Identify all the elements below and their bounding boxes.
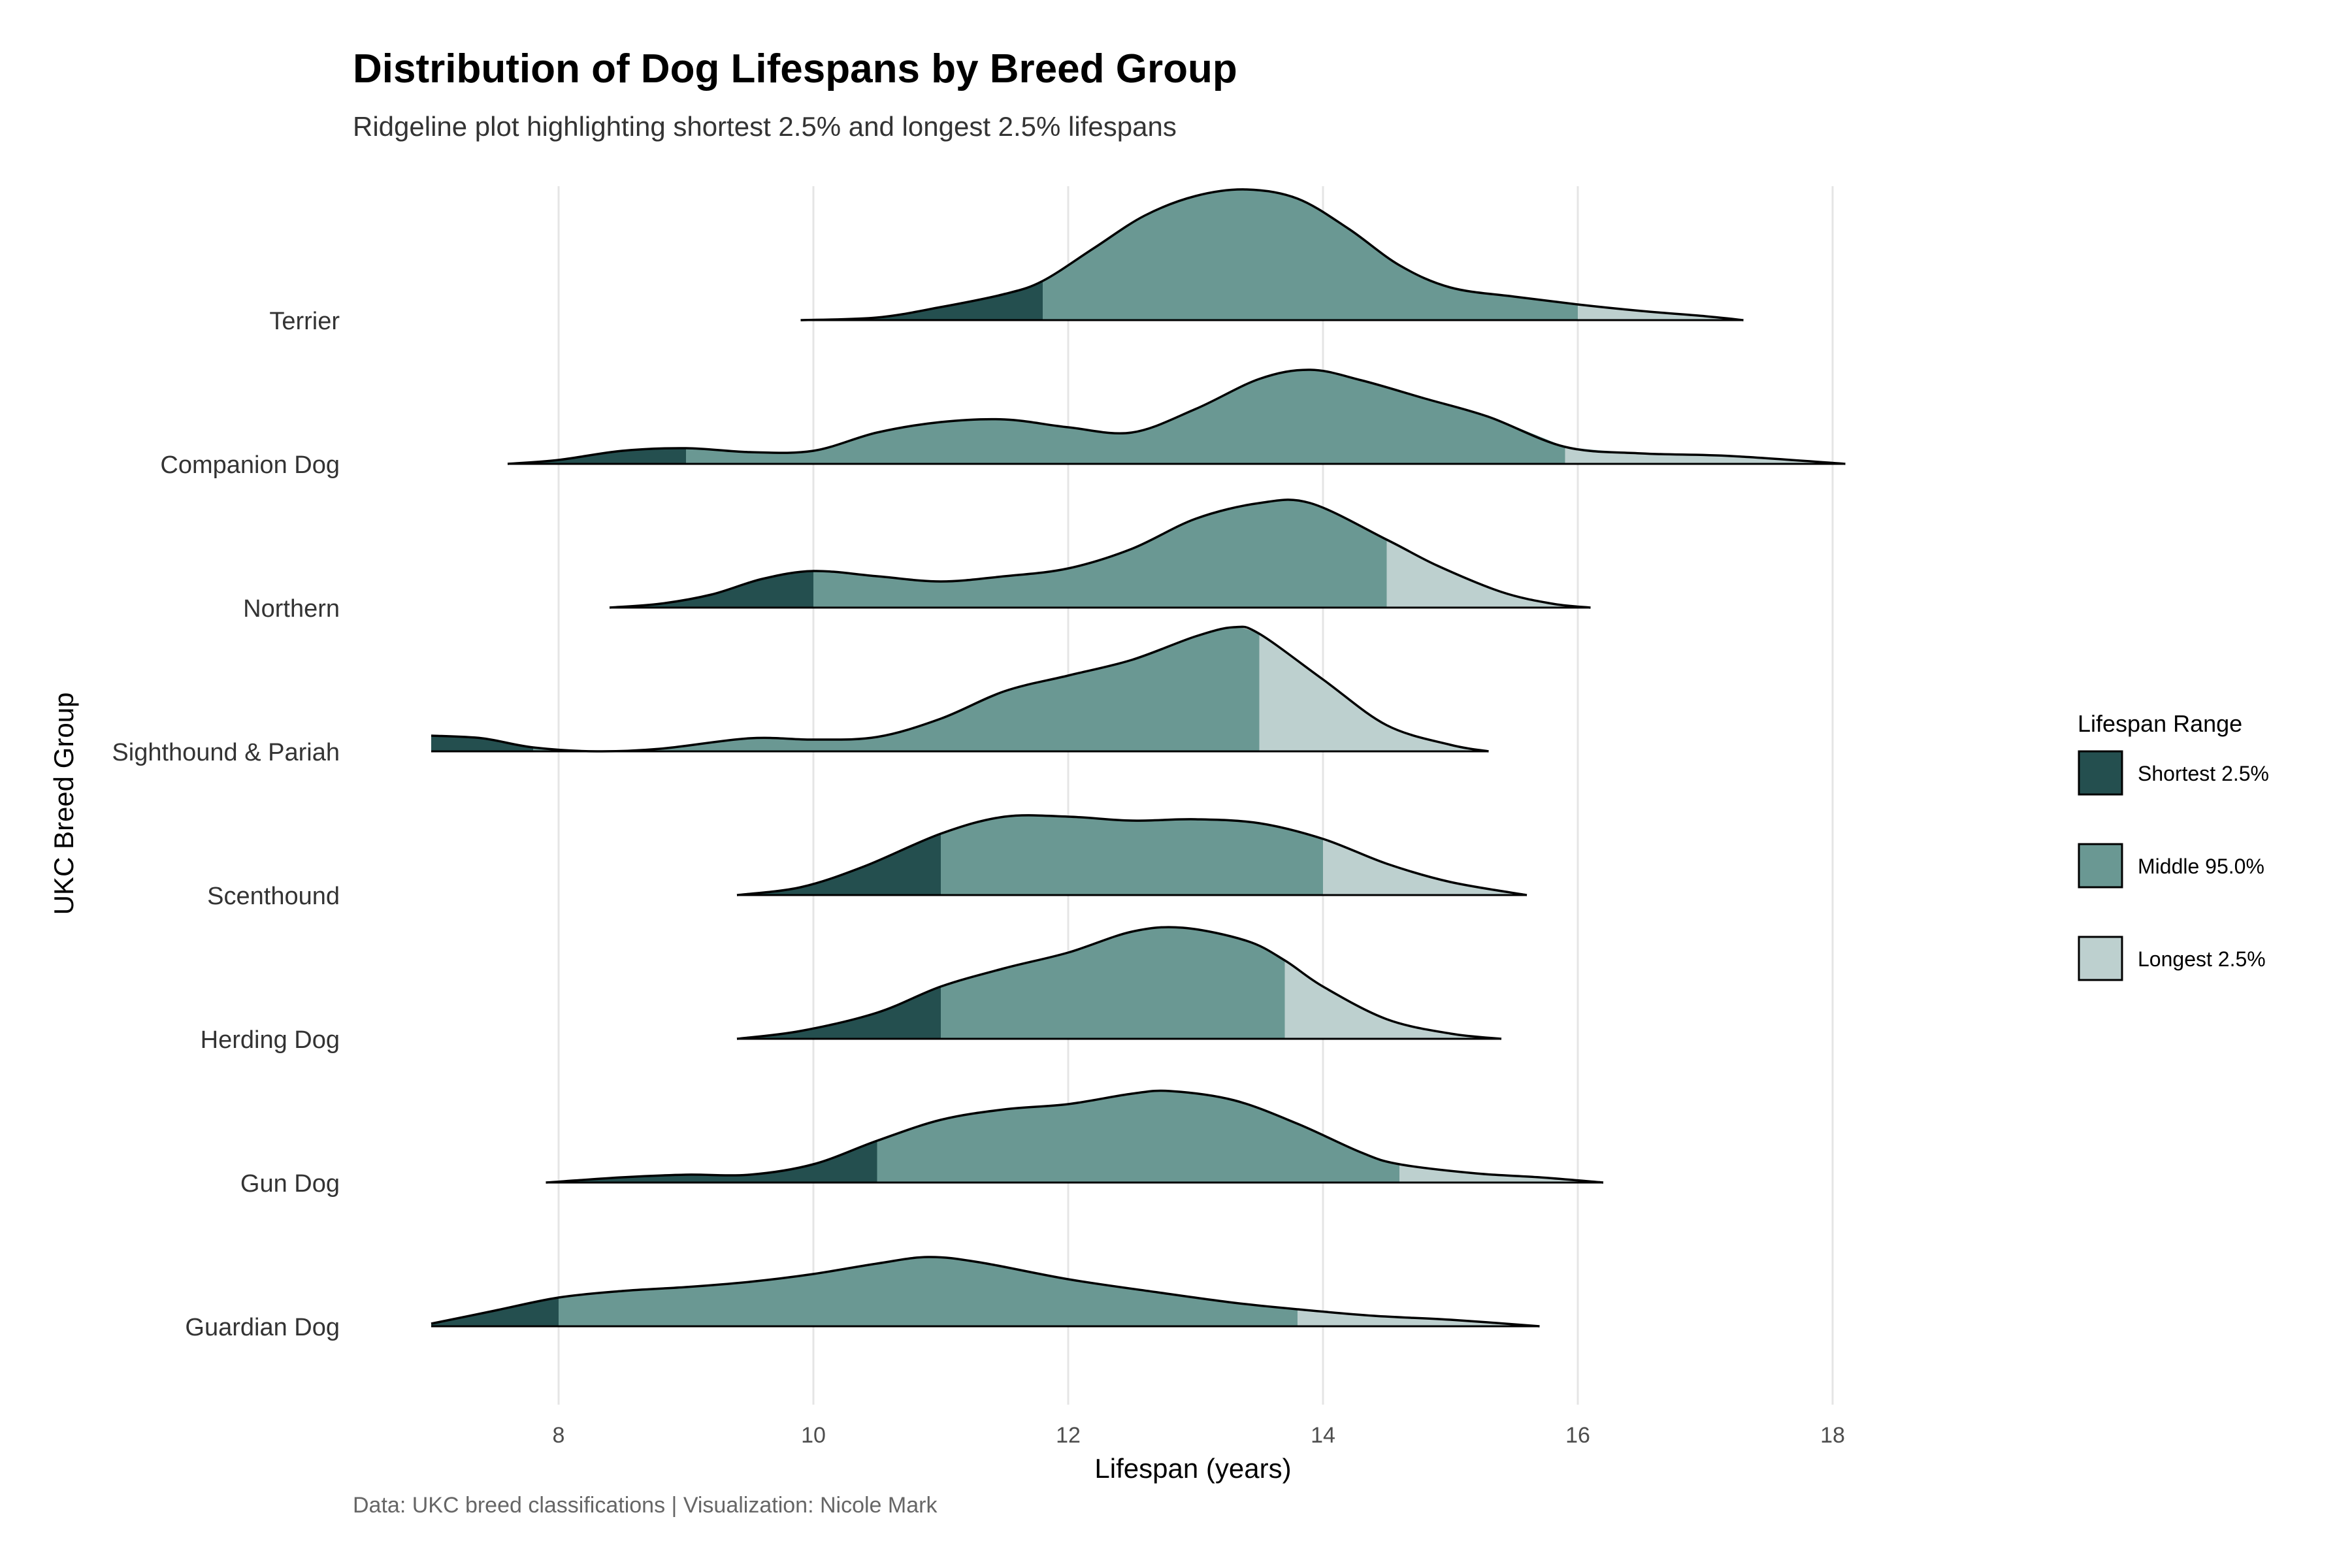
- legend-title: Lifespan Range: [2078, 710, 2242, 737]
- ridge-longest-gun-dog: [1399, 1164, 1603, 1183]
- ridge-longest-scenthound: [1323, 839, 1527, 895]
- ridge-layer: [431, 188, 1846, 1328]
- y-tick-label: Sighthound & Pariah: [112, 739, 340, 766]
- legend-swatch: [2078, 936, 2123, 981]
- legend-swatch: [2078, 750, 2123, 796]
- ridge-outline-gun-dog: [546, 1089, 1604, 1184]
- x-axis-title: Lifespan (years): [1094, 1453, 1291, 1484]
- ridge-middle-herding-dog: [941, 927, 1285, 1039]
- legend-swatch: [2078, 843, 2123, 889]
- legend-label: Shortest 2.5%: [2138, 762, 2269, 785]
- ridge-terrier: [800, 188, 1744, 321]
- ridge-shortest-scenthound: [737, 834, 941, 895]
- y-tick-label: Northern: [243, 595, 340, 623]
- ridge-sighthound-pariah: [431, 625, 1489, 753]
- ridge-shortest-herding-dog: [737, 987, 941, 1039]
- y-axis-title: UKC Breed Group: [48, 693, 79, 915]
- y-tick-label: Companion Dog: [160, 451, 340, 479]
- ridge-longest-sighthound-pariah: [1259, 634, 1489, 751]
- ridge-longest-northern: [1386, 540, 1591, 608]
- ridge-middle-northern: [813, 499, 1387, 608]
- ridge-shortest-terrier: [800, 281, 1043, 320]
- ridge-middle-sighthound-pariah: [533, 627, 1260, 752]
- chart-caption: Data: UKC breed classifications | Visual…: [353, 1493, 938, 1518]
- ridge-outline-scenthound: [736, 814, 1527, 896]
- ridge-shortest-northern: [610, 571, 813, 608]
- ridge-middle-terrier: [1043, 189, 1578, 320]
- x-tick-label: 8: [553, 1423, 565, 1448]
- grid-layer: [557, 186, 1834, 1405]
- ridge-guardian-dog: [431, 1256, 1540, 1328]
- legend: Lifespan Range Shortest 2.5% Middle 95.0% L…: [2078, 710, 2269, 981]
- x-tick-label: 10: [801, 1423, 826, 1448]
- axis-layer: 8 10 12 14 16 18 Terrier Companion Dog Northern S…: [48, 308, 1845, 1484]
- legend-label: Middle 95.0%: [2138, 855, 2264, 878]
- ridge-middle-scenthound: [941, 815, 1323, 895]
- y-tick-label: Terrier: [269, 308, 340, 335]
- ridge-shortest-sighthound-pariah: [431, 736, 533, 751]
- ridge-middle-guardian-dog: [559, 1256, 1298, 1326]
- ridge-shortest-companion-dog: [508, 448, 686, 464]
- x-tick-label: 16: [1565, 1423, 1590, 1448]
- legend-label: Longest 2.5%: [2138, 947, 2266, 971]
- ridge-scenthound: [736, 814, 1527, 896]
- ridge-middle-gun-dog: [877, 1090, 1399, 1183]
- x-tick-label: 18: [1820, 1423, 1845, 1448]
- ridge-outline-guardian-dog: [431, 1256, 1540, 1328]
- ridge-outline-northern: [609, 498, 1591, 609]
- ridge-outline-companion-dog: [507, 368, 1846, 465]
- x-tick-label: 12: [1056, 1423, 1081, 1448]
- ridge-outline-terrier: [800, 188, 1744, 321]
- ridge-outline-herding-dog: [736, 926, 1502, 1040]
- ridge-longest-herding-dog: [1284, 960, 1501, 1039]
- ridge-herding-dog: [736, 926, 1502, 1040]
- ridge-northern: [609, 498, 1591, 609]
- chart-subtitle: Ridgeline plot highlighting shortest 2.5…: [353, 111, 1177, 142]
- ridge-middle-companion-dog: [686, 369, 1565, 464]
- x-tick-label: 14: [1311, 1423, 1335, 1448]
- y-tick-label: Herding Dog: [201, 1026, 340, 1054]
- y-tick-label: Scenthound: [207, 883, 340, 910]
- chart-title: Distribution of Dog Lifespans by Breed G…: [353, 46, 1237, 91]
- ridge-companion-dog: [507, 368, 1846, 465]
- y-tick-label: Gun Dog: [240, 1170, 340, 1198]
- ridge-shortest-gun-dog: [546, 1141, 877, 1183]
- ridge-gun-dog: [546, 1089, 1604, 1184]
- y-tick-label: Guardian Dog: [185, 1314, 340, 1341]
